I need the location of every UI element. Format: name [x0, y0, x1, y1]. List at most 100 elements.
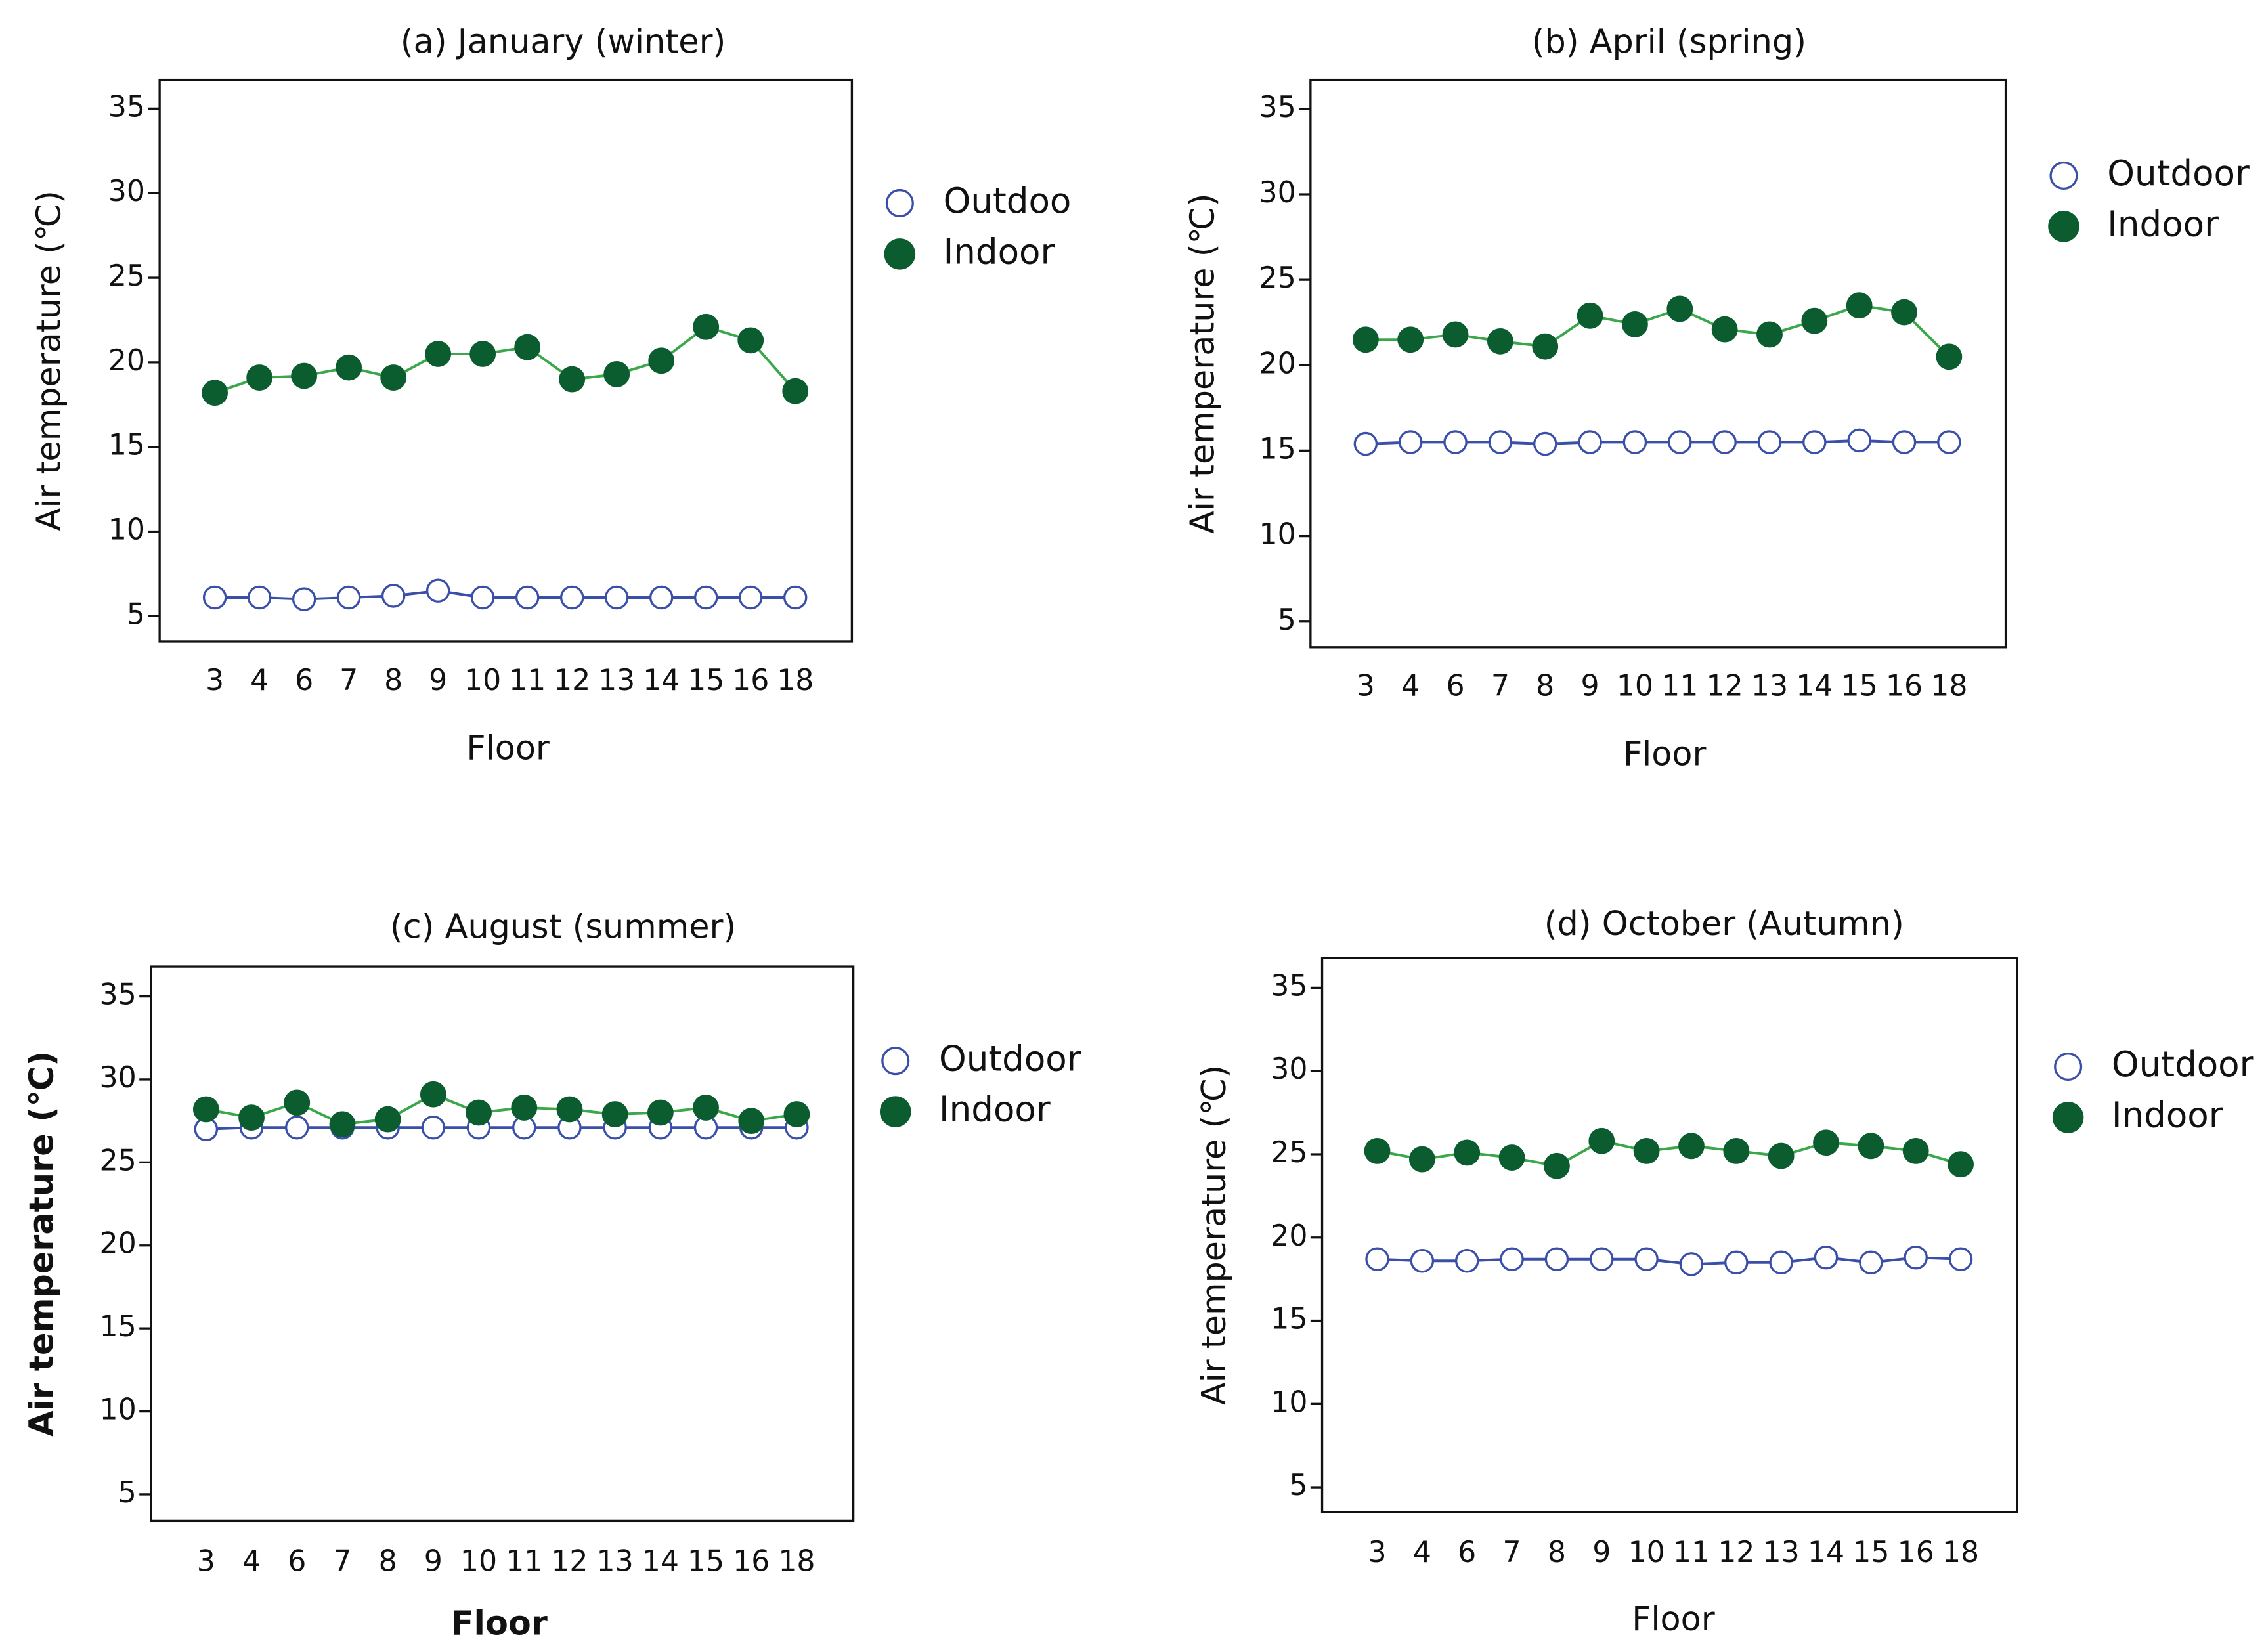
y-tick-label: 5: [1289, 1469, 1307, 1502]
data-point: [693, 1095, 719, 1121]
data-point: [648, 347, 675, 374]
data-point: [1590, 1247, 1614, 1271]
data-point: [1801, 307, 1828, 334]
y-tick-label: 30: [108, 175, 145, 208]
y-tick-label: 35: [100, 978, 137, 1012]
data-point: [1398, 430, 1423, 454]
y-axis-label: Air temperature (℃): [1183, 194, 1222, 534]
x-tick-label: 10: [460, 1544, 497, 1578]
x-tick-label: 6: [295, 664, 313, 697]
y-tick-label: 20: [108, 344, 145, 378]
x-tick-label: 7: [1503, 1536, 1521, 1569]
data-point: [1858, 1133, 1884, 1160]
data-point: [470, 585, 495, 610]
data-point: [1365, 1247, 1389, 1271]
legend-marker: [2052, 1102, 2084, 1133]
legend-marker: [885, 188, 914, 218]
x-tick-label: 7: [1491, 670, 1510, 703]
y-tick-label: 30: [1259, 176, 1296, 209]
y-tick-label: 15: [108, 429, 145, 462]
x-tick-label: 8: [1536, 670, 1554, 703]
data-point: [1622, 430, 1647, 454]
x-tick-label: 16: [1886, 670, 1923, 703]
data-point: [1846, 292, 1873, 319]
y-tick-label: 35: [1259, 91, 1296, 124]
legend-label: Outdoor: [939, 1038, 1081, 1079]
y-tick-label: 20: [1271, 1219, 1307, 1253]
data-point: [1454, 1249, 1479, 1273]
data-point: [647, 1099, 674, 1126]
data-point: [1948, 1151, 1974, 1178]
x-tick-label: 8: [379, 1544, 397, 1578]
x-tick-label: 12: [551, 1544, 588, 1578]
data-point: [1892, 430, 1917, 454]
legend-marker: [2049, 161, 2078, 190]
y-tick-label: 15: [100, 1310, 137, 1343]
chart: (b) April (spring) Air temperature (℃) Flo…: [1183, 22, 2250, 773]
chart-title: (d) October (Autumn): [1544, 904, 1904, 943]
data-point: [514, 334, 541, 360]
y-tick-label: 5: [127, 598, 145, 631]
data-point: [1500, 1247, 1524, 1271]
x-tick-label: 18: [1930, 670, 1967, 703]
x-tick-label: 3: [1368, 1536, 1386, 1569]
data-point: [285, 1116, 309, 1140]
x-tick-label: 10: [1617, 670, 1653, 703]
x-tick-label: 14: [642, 1544, 679, 1578]
data-point: [693, 585, 718, 610]
data-point: [202, 585, 227, 610]
legend-marker: [884, 238, 916, 270]
x-axis-label: Floor: [1623, 735, 1707, 773]
legend-marker: [2048, 211, 2079, 242]
data-point: [1364, 1138, 1391, 1164]
data-point: [466, 1099, 492, 1126]
plot-frame: [158, 78, 854, 643]
plot-frame: [1320, 957, 2018, 1513]
data-point: [1487, 328, 1513, 355]
data-point: [284, 1089, 311, 1116]
data-point: [1937, 430, 1961, 454]
data-point: [693, 313, 720, 340]
data-point: [374, 1106, 401, 1133]
chart: (c) August (summer) Air temperature (℃) Fl…: [22, 907, 1081, 1643]
x-tick-label: 13: [598, 664, 635, 697]
data-point: [1454, 1139, 1481, 1166]
data-point: [1352, 326, 1379, 353]
data-point: [782, 378, 809, 404]
data-point: [425, 578, 450, 603]
data-point: [425, 341, 452, 367]
data-point: [1668, 430, 1692, 454]
data-point: [1498, 1144, 1525, 1171]
x-tick-label: 9: [1581, 670, 1600, 703]
x-axis-label: Floor: [451, 1604, 548, 1643]
x-tick-label: 11: [1661, 670, 1698, 703]
data-point: [469, 341, 496, 367]
data-point: [1544, 1152, 1570, 1179]
legend-label: Indoor: [2107, 204, 2219, 244]
data-point: [292, 587, 316, 611]
y-axis-label: Air temperature (℃): [22, 1051, 60, 1437]
y-tick-label: 30: [100, 1061, 137, 1095]
y-tick-label: 15: [1271, 1303, 1307, 1336]
x-tick-label: 15: [1852, 1536, 1889, 1569]
x-tick-label: 14: [1796, 670, 1833, 703]
x-tick-label: 13: [1763, 1536, 1800, 1569]
data-point: [1814, 1245, 1839, 1270]
data-point: [1633, 1138, 1660, 1164]
x-tick-label: 12: [554, 664, 590, 697]
x-tick-label: 15: [687, 1544, 724, 1578]
x-tick-label: 10: [1628, 1536, 1665, 1569]
y-tick-label: 15: [1259, 432, 1296, 466]
x-tick-label: 18: [778, 1544, 815, 1578]
y-axis-label: Air temperature (℃): [1194, 1065, 1233, 1405]
chart-title: (a) January (winter): [401, 22, 726, 60]
y-tick-label: 10: [100, 1393, 137, 1427]
data-point: [1802, 430, 1827, 454]
x-tick-label: 16: [733, 1544, 770, 1578]
data-point: [783, 1101, 810, 1127]
data-point: [1948, 1247, 1973, 1271]
chart-title: (c) August (summer): [390, 907, 736, 946]
y-tick-label: 35: [1271, 969, 1307, 1003]
x-tick-label: 13: [597, 1544, 634, 1578]
